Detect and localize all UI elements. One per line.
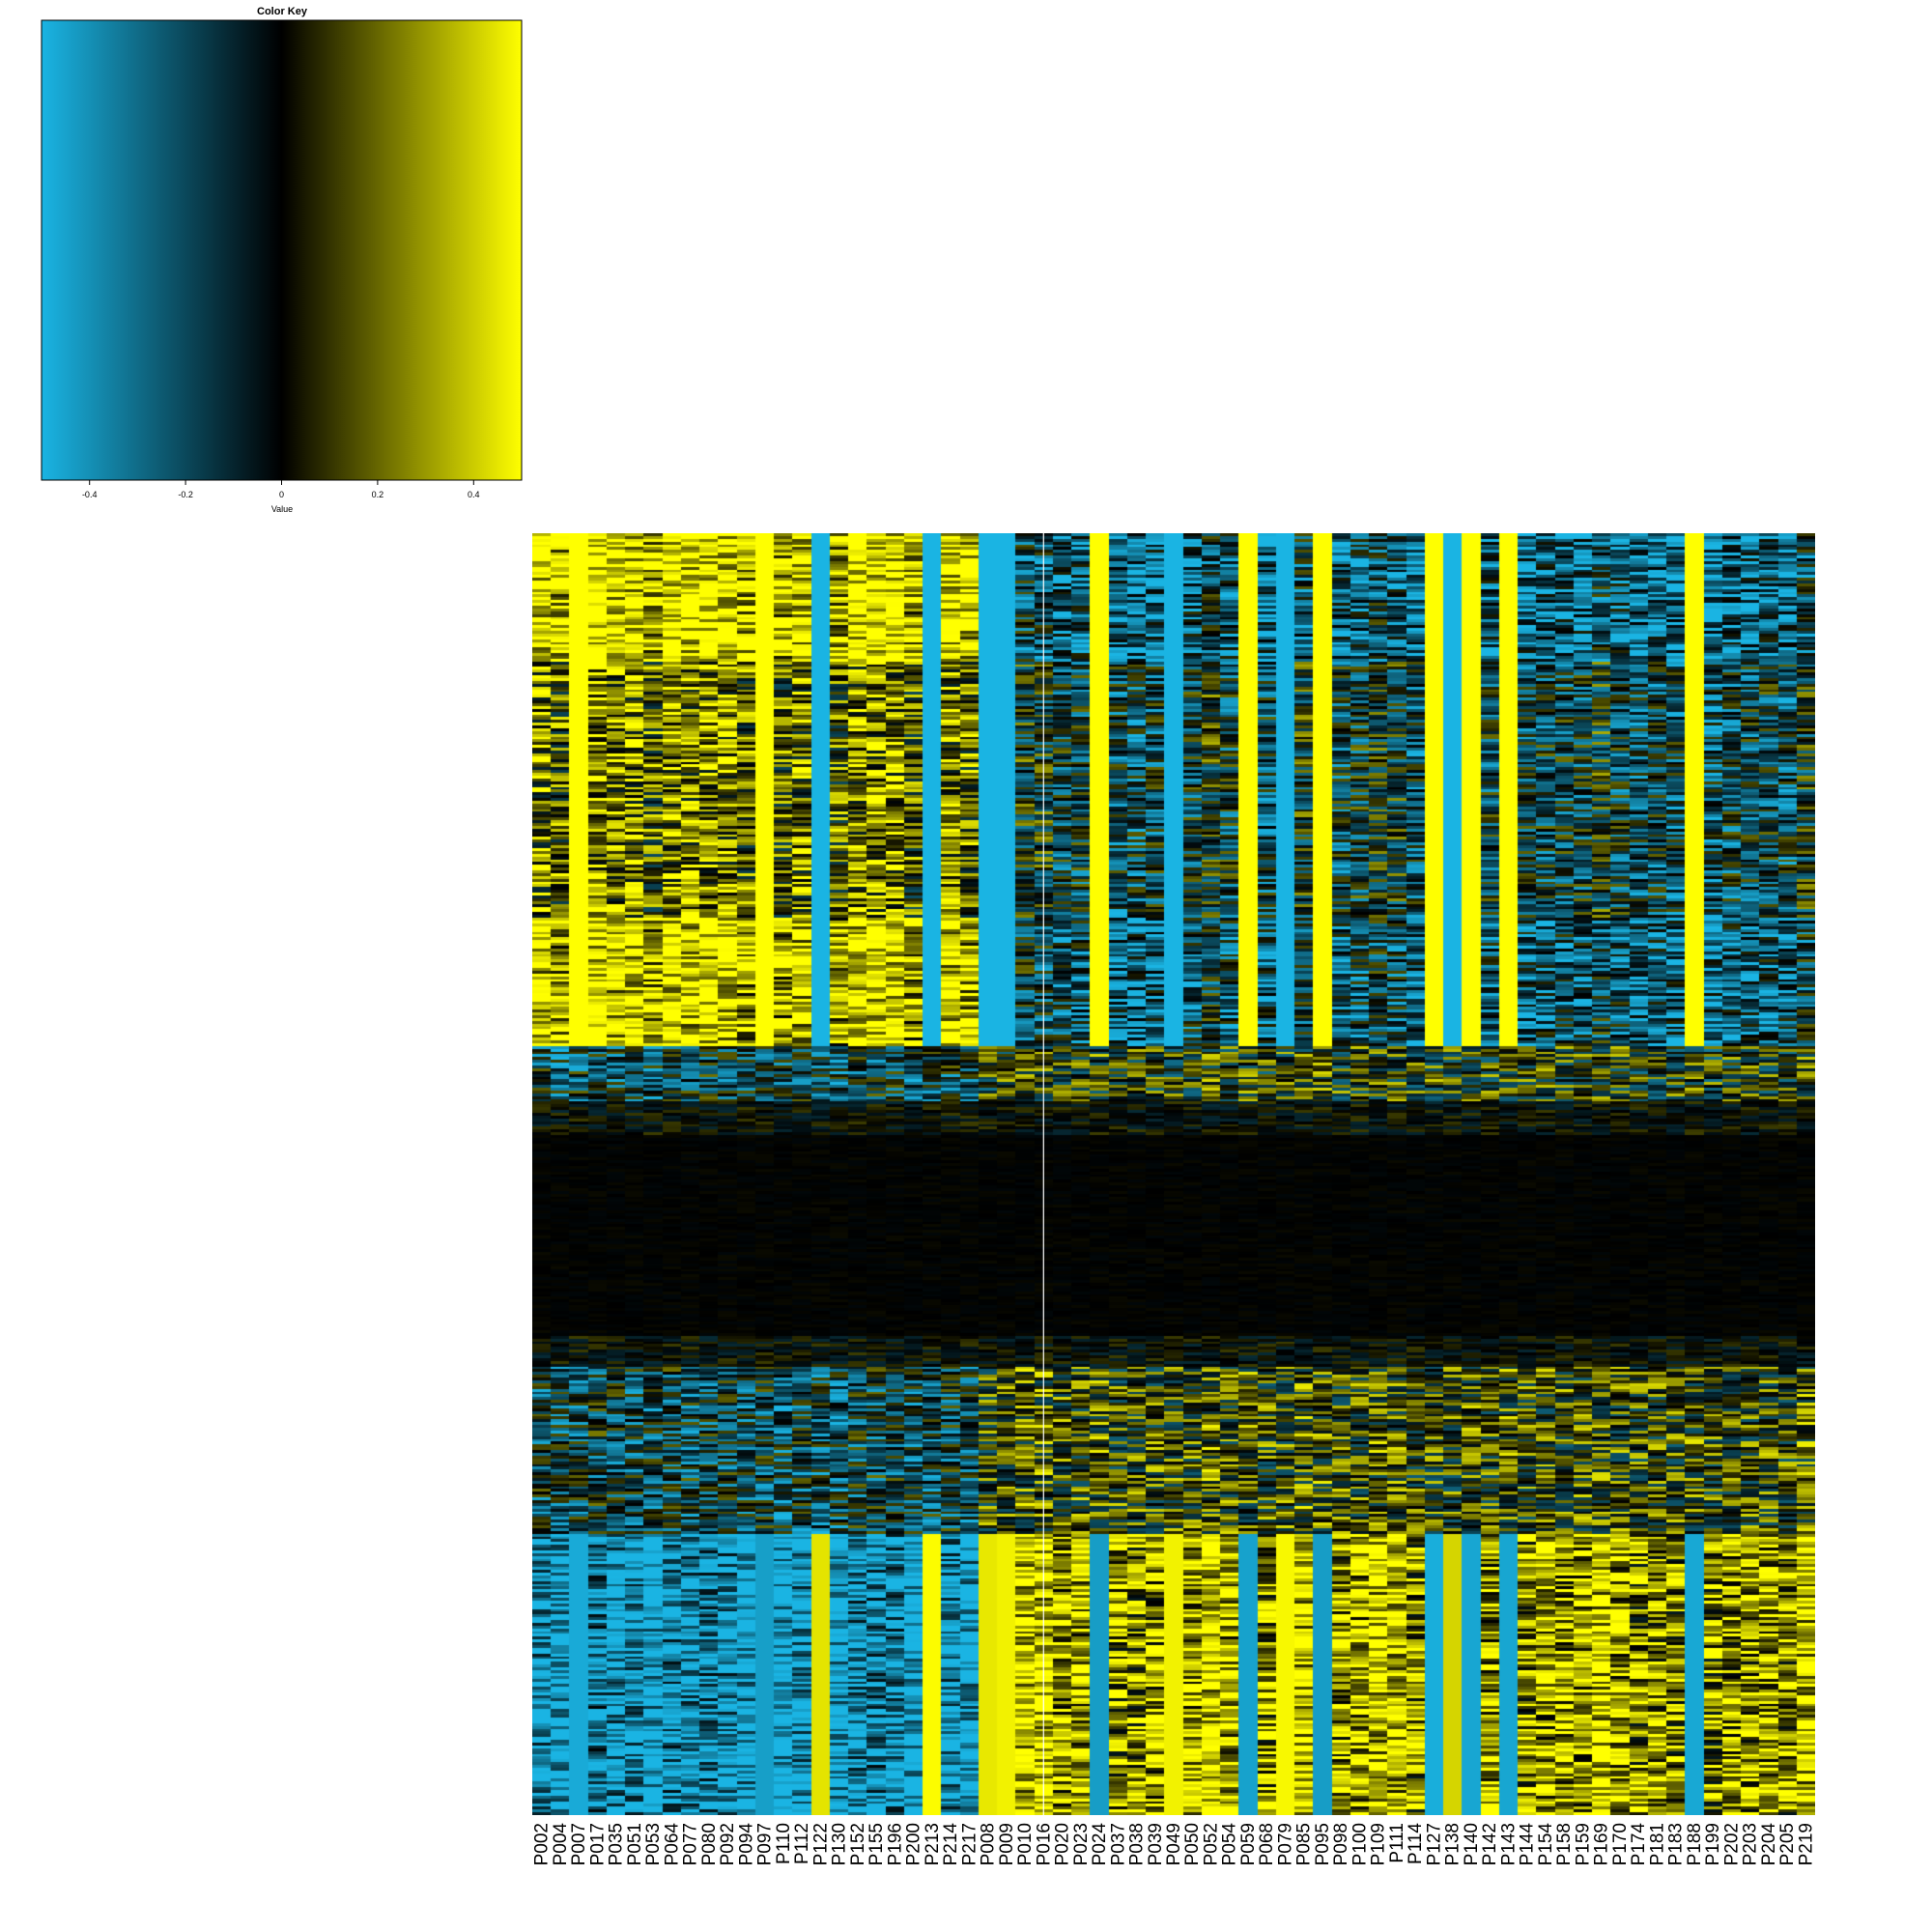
column-label: P205 [1777, 1823, 1798, 1865]
column-label: P140 [1462, 1823, 1482, 1865]
color-key-tick-label: 0.4 [468, 490, 480, 499]
column-label: P154 [1536, 1823, 1556, 1866]
column-label: P064 [662, 1823, 682, 1866]
column-label: P054 [1220, 1823, 1240, 1866]
column-label: P110 [774, 1823, 794, 1864]
column-label: P039 [1146, 1823, 1166, 1865]
column-label: P169 [1592, 1823, 1612, 1865]
column-label: P016 [1034, 1823, 1054, 1865]
color-key-tick-label: 0.2 [372, 490, 384, 499]
column-label: P130 [830, 1823, 850, 1865]
column-label: P138 [1443, 1823, 1463, 1865]
column-label: P159 [1573, 1823, 1593, 1865]
column-label: P174 [1629, 1823, 1649, 1866]
column-label: P144 [1518, 1823, 1538, 1866]
column-label: P111 [1387, 1823, 1407, 1863]
column-label: P170 [1610, 1823, 1631, 1865]
column-label: P077 [681, 1823, 701, 1865]
heatmap-cells [532, 533, 1815, 1815]
column-label: P068 [1257, 1823, 1277, 1865]
column-label: P204 [1759, 1823, 1779, 1866]
column-labels: P002P004P007P017P035P051P053P064P077P080… [532, 1823, 1817, 1866]
column-label: P219 [1796, 1823, 1816, 1865]
column-label: P052 [1201, 1823, 1221, 1865]
color-key-tick-label: -0.2 [178, 490, 193, 499]
column-label: P051 [625, 1823, 645, 1865]
column-label: P024 [1090, 1823, 1110, 1866]
color-key-title: Color Key [257, 6, 308, 17]
column-label: P217 [959, 1823, 980, 1865]
column-label: P183 [1666, 1823, 1687, 1865]
column-label: P038 [1127, 1823, 1148, 1865]
column-label: P053 [643, 1823, 664, 1865]
column-label: P094 [736, 1823, 756, 1866]
color-key-tick-label: -0.4 [82, 490, 98, 499]
column-label: P004 [551, 1823, 571, 1866]
column-label: P020 [1053, 1823, 1073, 1865]
column-label: P114 [1406, 1823, 1426, 1864]
column-label: P100 [1350, 1823, 1370, 1865]
column-label: P152 [848, 1823, 868, 1865]
column-label: P037 [1108, 1823, 1128, 1865]
column-label: P009 [997, 1823, 1017, 1865]
heatmap-plot: P002P004P007P017P035P051P053P064P077P080… [532, 533, 1817, 1866]
column-label: P017 [587, 1823, 608, 1865]
column-label: P155 [867, 1823, 887, 1865]
column-label: P213 [923, 1823, 943, 1865]
column-label: P199 [1703, 1823, 1723, 1865]
column-label: P143 [1498, 1823, 1519, 1865]
column-label: P023 [1071, 1823, 1092, 1865]
column-label: P203 [1741, 1823, 1761, 1865]
column-label: P188 [1685, 1823, 1705, 1865]
column-label: P127 [1424, 1823, 1444, 1865]
column-label: P200 [904, 1823, 924, 1865]
column-label: P098 [1331, 1823, 1351, 1865]
column-label: P050 [1182, 1823, 1203, 1865]
column-label: P080 [699, 1823, 720, 1865]
column-label: P049 [1164, 1823, 1184, 1865]
column-label: P214 [941, 1823, 961, 1866]
column-label: P008 [979, 1823, 999, 1865]
color-key-axis: -0.4 -0.2 0 0.2 0.4 [82, 479, 480, 499]
color-key-xlabel: Value [271, 504, 293, 514]
color-key-gradient [42, 20, 522, 480]
column-label: P002 [532, 1823, 553, 1865]
column-label: P079 [1275, 1823, 1295, 1865]
column-label: P202 [1721, 1823, 1742, 1865]
column-label: P196 [885, 1823, 905, 1865]
column-label: P059 [1238, 1823, 1259, 1865]
column-label: P095 [1313, 1823, 1333, 1865]
column-label: P109 [1369, 1823, 1389, 1865]
column-label: P010 [1015, 1823, 1036, 1865]
column-label: P181 [1647, 1823, 1667, 1865]
column-label: P007 [569, 1823, 589, 1865]
color-key: Color Key -0.4 -0.2 0 0.2 0.4 Value [41, 6, 523, 514]
column-label: P158 [1554, 1823, 1575, 1865]
column-label: P092 [718, 1823, 738, 1865]
column-label: P112 [792, 1823, 812, 1864]
column-label: P085 [1294, 1823, 1315, 1865]
column-label: P142 [1480, 1823, 1500, 1865]
column-label: P122 [810, 1823, 831, 1865]
color-key-tick-label: 0 [279, 490, 284, 499]
column-label: P097 [755, 1823, 776, 1865]
column-label: P035 [607, 1823, 627, 1865]
